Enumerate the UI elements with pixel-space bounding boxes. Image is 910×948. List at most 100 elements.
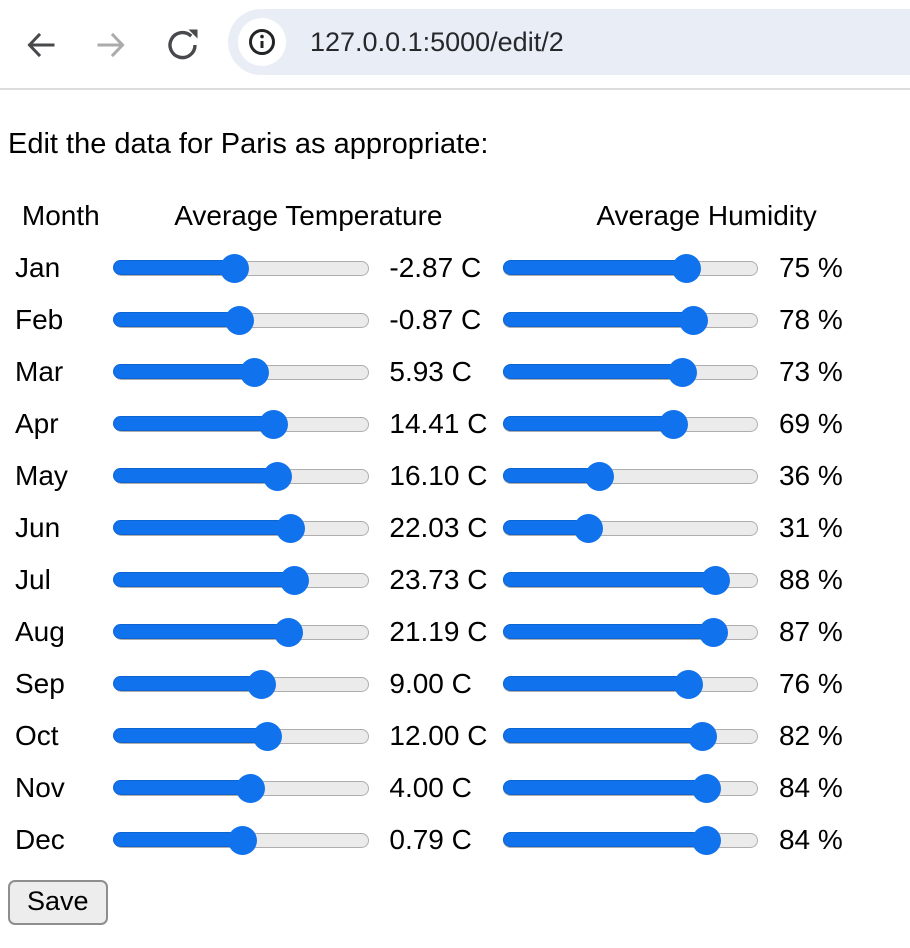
- temperature-slider[interactable]: [113, 409, 369, 439]
- temperature-slider[interactable]: [113, 617, 369, 647]
- temperature-slider-thumb[interactable]: [228, 825, 258, 855]
- humidity-slider-thumb[interactable]: [692, 825, 722, 855]
- temperature-slider-thumb[interactable]: [220, 253, 250, 283]
- humidity-slider-thumb[interactable]: [678, 305, 708, 335]
- humidity-value: 75 %: [778, 252, 843, 283]
- temperature-value: 22.03 C: [389, 512, 488, 543]
- humidity-slider[interactable]: [502, 357, 759, 387]
- humidity-slider-thumb[interactable]: [692, 773, 722, 803]
- month-label: Mar: [15, 356, 64, 387]
- temperature-slider-thumb[interactable]: [279, 565, 309, 595]
- table-row: Jul 23.73 C 88 %: [8, 554, 910, 606]
- back-button[interactable]: [22, 26, 60, 64]
- reload-button[interactable]: [164, 26, 202, 64]
- omnibox[interactable]: 127.0.0.1:5000/edit/2: [228, 9, 910, 75]
- humidity-slider[interactable]: [502, 565, 759, 595]
- humidity-slider[interactable]: [502, 409, 759, 439]
- humidity-slider-fill: [502, 728, 703, 743]
- temperature-slider[interactable]: [113, 513, 369, 543]
- temperature-slider-thumb[interactable]: [246, 669, 276, 699]
- temperature-slider[interactable]: [113, 721, 369, 751]
- humidity-slider-fill: [502, 624, 714, 639]
- temperature-slider[interactable]: [113, 773, 369, 803]
- temperature-slider[interactable]: [113, 305, 369, 335]
- humidity-slider-thumb[interactable]: [699, 617, 729, 647]
- temperature-slider-fill: [113, 520, 291, 535]
- humidity-slider-fill: [502, 676, 689, 691]
- humidity-slider[interactable]: [502, 617, 759, 647]
- humidity-slider[interactable]: [502, 461, 759, 491]
- temperature-slider-thumb[interactable]: [239, 357, 269, 387]
- month-label: Oct: [15, 720, 59, 751]
- temperature-value: 5.93 C: [389, 356, 472, 387]
- humidity-slider-thumb[interactable]: [701, 565, 731, 595]
- data-table: Month Average Temperature Average Humidi…: [8, 190, 910, 866]
- temperature-slider[interactable]: [113, 253, 369, 283]
- temperature-slider-thumb[interactable]: [274, 617, 304, 647]
- humidity-slider[interactable]: [502, 669, 759, 699]
- humidity-slider-fill: [502, 520, 589, 535]
- humidity-value: 82 %: [778, 720, 843, 751]
- temperature-slider-fill: [113, 624, 289, 639]
- humidity-slider-thumb[interactable]: [658, 409, 688, 439]
- humidity-slider-thumb[interactable]: [573, 513, 603, 543]
- temperature-slider[interactable]: [113, 565, 369, 595]
- temperature-slider[interactable]: [113, 825, 369, 855]
- humidity-slider-thumb[interactable]: [672, 253, 702, 283]
- reload-icon: [164, 26, 202, 64]
- humidity-slider-fill: [502, 312, 694, 327]
- temperature-slider-thumb[interactable]: [224, 305, 254, 335]
- month-label: May: [15, 460, 68, 491]
- humidity-slider-thumb[interactable]: [687, 721, 717, 751]
- humidity-slider-fill: [502, 416, 674, 431]
- humidity-slider-thumb[interactable]: [674, 669, 704, 699]
- url-text[interactable]: 127.0.0.1:5000/edit/2: [310, 27, 564, 57]
- humidity-slider[interactable]: [502, 253, 759, 283]
- humidity-slider-fill: [502, 780, 707, 795]
- humidity-slider-fill: [502, 364, 683, 379]
- humidity-value: 78 %: [778, 304, 843, 335]
- temperature-slider[interactable]: [113, 461, 369, 491]
- month-label: Feb: [15, 304, 64, 335]
- info-icon: [247, 27, 277, 57]
- temperature-slider-thumb[interactable]: [275, 513, 305, 543]
- temperature-slider-thumb[interactable]: [253, 721, 283, 751]
- page-content: Edit the data for Paris as appropriate: …: [0, 127, 910, 925]
- temperature-slider-fill: [113, 572, 295, 587]
- month-label: Apr: [15, 408, 59, 439]
- humidity-slider[interactable]: [502, 513, 759, 543]
- column-header-humidity: Average Humidity: [596, 200, 817, 231]
- month-label: Nov: [15, 772, 65, 803]
- humidity-slider[interactable]: [502, 721, 759, 751]
- temperature-slider-thumb[interactable]: [262, 461, 292, 491]
- table-row: Mar 5.93 C 73 %: [8, 346, 910, 398]
- table-row: Jun 22.03 C 31 %: [8, 502, 910, 554]
- humidity-slider-fill: [502, 832, 707, 847]
- temperature-value: 16.10 C: [389, 460, 488, 491]
- temperature-slider[interactable]: [113, 669, 369, 699]
- temperature-slider-fill: [113, 832, 243, 847]
- humidity-slider-thumb[interactable]: [667, 357, 697, 387]
- temperature-value: 9.00 C: [389, 668, 472, 699]
- humidity-slider-fill: [502, 572, 716, 587]
- page-heading: Edit the data for Paris as appropriate:: [8, 128, 489, 160]
- humidity-slider[interactable]: [502, 825, 759, 855]
- temperature-slider[interactable]: [113, 357, 369, 387]
- temperature-value: 12.00 C: [389, 720, 488, 751]
- save-button[interactable]: Save: [8, 880, 108, 925]
- site-info-button[interactable]: [238, 18, 286, 66]
- temperature-value: 21.19 C: [389, 616, 488, 647]
- temperature-slider-fill: [113, 260, 235, 275]
- temperature-slider-thumb[interactable]: [235, 773, 265, 803]
- humidity-value: 76 %: [778, 668, 843, 699]
- humidity-value: 88 %: [778, 564, 843, 595]
- back-arrow-icon: [22, 26, 60, 64]
- humidity-slider-thumb[interactable]: [584, 461, 614, 491]
- humidity-slider[interactable]: [502, 773, 759, 803]
- humidity-value: 84 %: [778, 772, 843, 803]
- table-row: May 16.10 C 36 %: [8, 450, 910, 502]
- humidity-slider[interactable]: [502, 305, 759, 335]
- forward-button[interactable]: [92, 26, 130, 64]
- humidity-slider-fill: [502, 260, 687, 275]
- temperature-slider-thumb[interactable]: [258, 409, 288, 439]
